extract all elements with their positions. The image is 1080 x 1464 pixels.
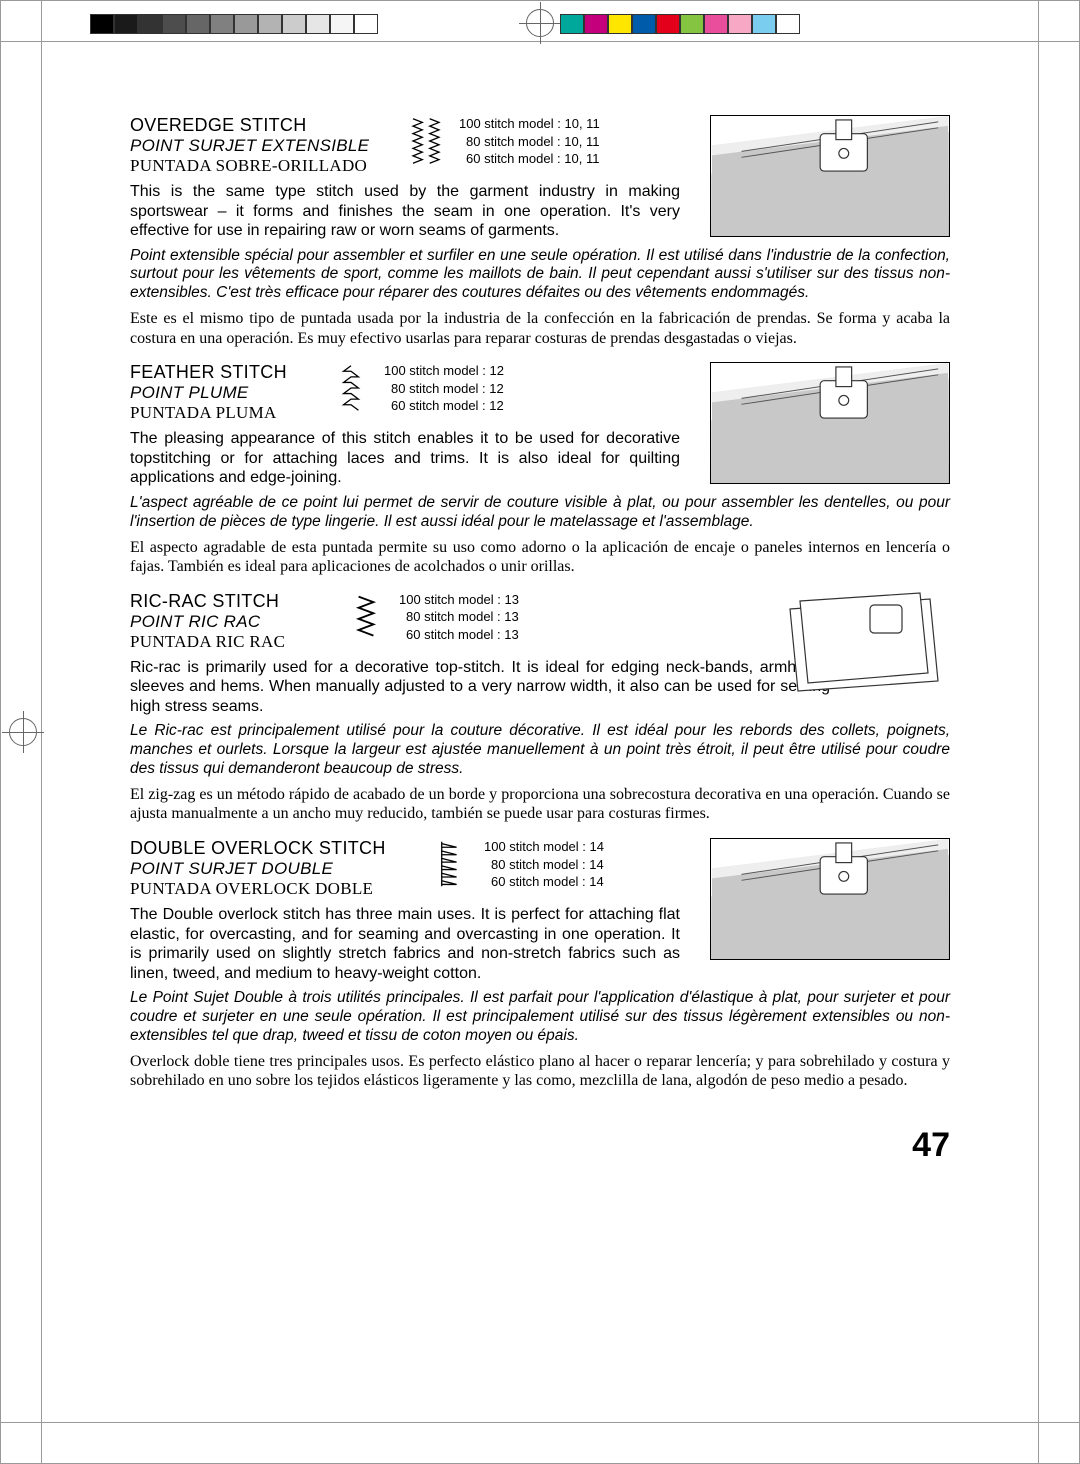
para-es: El aspecto agradable de esta puntada per…	[130, 538, 950, 577]
title-fr: POINT SURJET DOUBLE	[130, 859, 420, 879]
para-en: The pleasing appearance of this stitch e…	[130, 429, 680, 488]
para-en: Ric-rac is primarily used for a decorati…	[130, 658, 830, 717]
para-fr: L'aspect agréable de ce point lui permet…	[130, 494, 950, 532]
double-overlock-illustration	[710, 838, 950, 960]
para-fr: Point extensible spécial pour assembler …	[130, 247, 950, 304]
page-content: OVEREDGE STITCHPOINT SURJET EXTENSIBLEPU…	[130, 115, 950, 1105]
title-en: OVEREDGE STITCH	[130, 115, 395, 136]
feather-stitch-icon	[332, 362, 372, 419]
para-fr: Le Point Sujet Double à trois utilités p…	[130, 989, 950, 1046]
para-es: El zig-zag es un método rápido de acabad…	[130, 785, 950, 824]
grayscale-color-bar	[90, 14, 378, 34]
model-list: 100 stitch model : 10, 1180 stitch model…	[459, 115, 600, 168]
process-color-bar	[560, 14, 800, 34]
title-en: DOUBLE OVERLOCK STITCH	[130, 838, 420, 859]
feather-illustration	[710, 362, 950, 484]
title-fr: POINT PLUME	[130, 383, 320, 403]
title-fr: POINT SURJET EXTENSIBLE	[130, 136, 395, 156]
title-es: PUNTADA PLUMA	[130, 403, 320, 423]
ricrac-illustration	[770, 591, 950, 701]
para-en: This is the same type stitch used by the…	[130, 182, 680, 241]
title-es: PUNTADA SOBRE-ORILLADO	[130, 156, 395, 176]
model-list: 100 stitch model : 1380 stitch model : 1…	[399, 591, 519, 644]
ricrac-stitch-icon	[347, 591, 387, 648]
page-number: 47	[912, 1126, 950, 1165]
title-es: PUNTADA RIC RAC	[130, 632, 335, 652]
feather-section: FEATHER STITCHPOINT PLUMEPUNTADA PLUMA 10…	[130, 362, 950, 576]
model-list: 100 stitch model : 1280 stitch model : 1…	[384, 362, 504, 415]
overedge-stitch-icon	[407, 115, 447, 172]
ricrac-section: RIC-RAC STITCHPOINT RIC RACPUNTADA RIC R…	[130, 591, 950, 824]
overedge-illustration	[710, 115, 950, 237]
double-overlock-section: DOUBLE OVERLOCK STITCHPOINT SURJET DOUBL…	[130, 838, 950, 1091]
model-list: 100 stitch model : 1480 stitch model : 1…	[484, 838, 604, 891]
para-es: Este es el mismo tipo de puntada usada p…	[130, 309, 950, 348]
overedge-section: OVEREDGE STITCHPOINT SURJET EXTENSIBLEPU…	[130, 115, 950, 348]
para-en: The Double overlock stitch has three mai…	[130, 905, 680, 983]
para-es: Overlock doble tiene tres principales us…	[130, 1052, 950, 1091]
para-fr: Le Ric-rac est principalement utilisé po…	[130, 722, 950, 779]
title-fr: POINT RIC RAC	[130, 612, 335, 632]
title-en: FEATHER STITCH	[130, 362, 320, 383]
double-overlock-stitch-icon	[432, 838, 472, 895]
title-es: PUNTADA OVERLOCK DOBLE	[130, 879, 420, 899]
title-en: RIC-RAC STITCH	[130, 591, 335, 612]
